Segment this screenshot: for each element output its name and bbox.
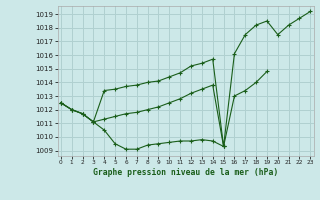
X-axis label: Graphe pression niveau de la mer (hPa): Graphe pression niveau de la mer (hPa) xyxy=(93,168,278,177)
